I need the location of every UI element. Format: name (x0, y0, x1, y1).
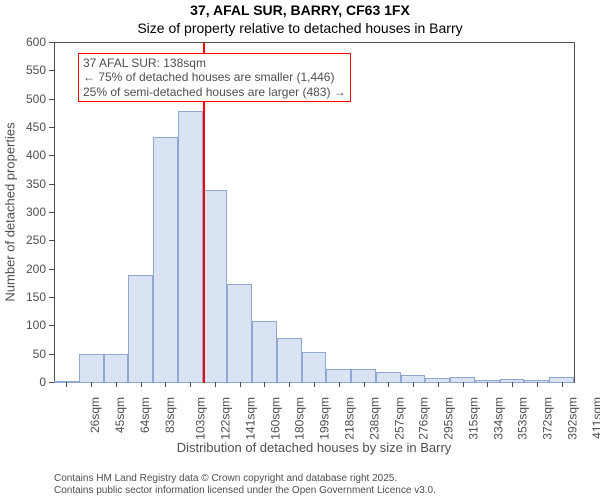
footer-attribution: Contains HM Land Registry data © Crown c… (54, 473, 436, 497)
y-tick-mark (49, 325, 54, 326)
y-tick-mark (49, 184, 54, 185)
y-tick-mark (49, 155, 54, 156)
y-tick-label: 350 (0, 177, 46, 191)
x-tick-mark (562, 382, 563, 387)
x-tick-mark (487, 382, 488, 387)
x-tick-label: 45sqm (113, 397, 127, 433)
histogram-bar (252, 321, 277, 383)
x-tick-mark (215, 382, 216, 387)
x-tick-mark (289, 382, 290, 387)
annotation-line: ← 75% of detached houses are smaller (1,… (83, 70, 346, 84)
y-tick-mark (49, 42, 54, 43)
x-tick-mark (240, 382, 241, 387)
x-tick-mark (413, 382, 414, 387)
x-tick-label: 353sqm (516, 397, 530, 440)
y-tick-label: 500 (0, 92, 46, 106)
x-tick-mark (141, 382, 142, 387)
x-tick-label: 315sqm (467, 397, 481, 440)
x-tick-label: 26sqm (88, 397, 102, 433)
y-tick-mark (49, 99, 54, 100)
x-tick-mark (364, 382, 365, 387)
x-tick-mark (66, 382, 67, 387)
histogram-bar (277, 338, 302, 383)
histogram-bar (104, 354, 129, 383)
y-tick-mark (49, 382, 54, 383)
x-tick-mark (463, 382, 464, 387)
x-tick-mark (116, 382, 117, 387)
x-tick-mark (537, 382, 538, 387)
histogram-bar (153, 137, 178, 384)
x-tick-label: 372sqm (541, 397, 555, 440)
x-tick-label: 411sqm (589, 397, 600, 439)
x-tick-label: 160sqm (268, 397, 282, 440)
y-tick-label: 250 (0, 233, 46, 247)
x-tick-label: 334sqm (491, 397, 505, 440)
y-tick-label: 200 (0, 262, 46, 276)
y-tick-mark (49, 212, 54, 213)
histogram-bar (178, 111, 203, 383)
x-tick-label: 141sqm (244, 397, 258, 440)
histogram-bar (326, 369, 351, 383)
annotation-box: 37 AFAL SUR: 138sqm← 75% of detached hou… (78, 53, 351, 102)
y-tick-mark (49, 269, 54, 270)
x-tick-mark (512, 382, 513, 387)
y-tick-label: 400 (0, 148, 46, 162)
x-tick-mark (438, 382, 439, 387)
y-tick-mark (49, 127, 54, 128)
x-tick-mark (339, 382, 340, 387)
y-tick-mark (49, 70, 54, 71)
y-tick-mark (49, 354, 54, 355)
chart-title-sub: Size of property relative to detached ho… (0, 20, 600, 36)
x-tick-label: 276sqm (417, 397, 431, 440)
annotation-line: 37 AFAL SUR: 138sqm (83, 56, 346, 70)
x-tick-label: 83sqm (163, 397, 177, 433)
x-tick-label: 238sqm (367, 397, 381, 440)
plot-area: 37 AFAL SUR: 138sqm← 75% of detached hou… (54, 42, 575, 383)
y-tick-label: 150 (0, 290, 46, 304)
histogram-bar (302, 352, 327, 383)
y-tick-label: 450 (0, 120, 46, 134)
x-tick-label: 180sqm (293, 397, 307, 440)
x-tick-mark (165, 382, 166, 387)
x-tick-label: 295sqm (442, 397, 456, 440)
x-tick-label: 218sqm (343, 397, 357, 440)
histogram-bar (351, 369, 376, 383)
y-tick-label: 50 (0, 347, 46, 361)
histogram-bar (79, 354, 104, 383)
x-tick-mark (91, 382, 92, 387)
x-tick-label: 64sqm (138, 397, 152, 433)
x-tick-mark (264, 382, 265, 387)
x-tick-label: 199sqm (318, 397, 332, 440)
annotation-line: 25% of semi-detached houses are larger (… (83, 85, 346, 99)
y-tick-label: 100 (0, 318, 46, 332)
x-tick-label: 103sqm (194, 397, 208, 440)
y-tick-label: 600 (0, 35, 46, 49)
chart-title-main: 37, AFAL SUR, BARRY, CF63 1FX (0, 2, 600, 18)
histogram-bar (203, 190, 228, 383)
x-tick-label: 392sqm (566, 397, 580, 440)
y-axis-line (54, 43, 55, 383)
x-tick-label: 122sqm (219, 397, 233, 440)
footer-line: Contains HM Land Registry data © Crown c… (54, 473, 436, 485)
x-tick-mark (388, 382, 389, 387)
y-tick-mark (49, 297, 54, 298)
histogram-bar (227, 284, 252, 383)
x-axis-label: Distribution of detached houses by size … (54, 440, 574, 455)
footer-line: Contains public sector information licen… (54, 485, 436, 497)
y-tick-mark (49, 240, 54, 241)
x-tick-mark (314, 382, 315, 387)
y-tick-label: 550 (0, 63, 46, 77)
x-tick-mark (190, 382, 191, 387)
histogram-bar (128, 275, 153, 383)
y-tick-label: 300 (0, 205, 46, 219)
chart-container: 37, AFAL SUR, BARRY, CF63 1FX Size of pr… (0, 0, 600, 500)
x-tick-label: 257sqm (392, 397, 406, 440)
y-tick-label: 0 (0, 375, 46, 389)
